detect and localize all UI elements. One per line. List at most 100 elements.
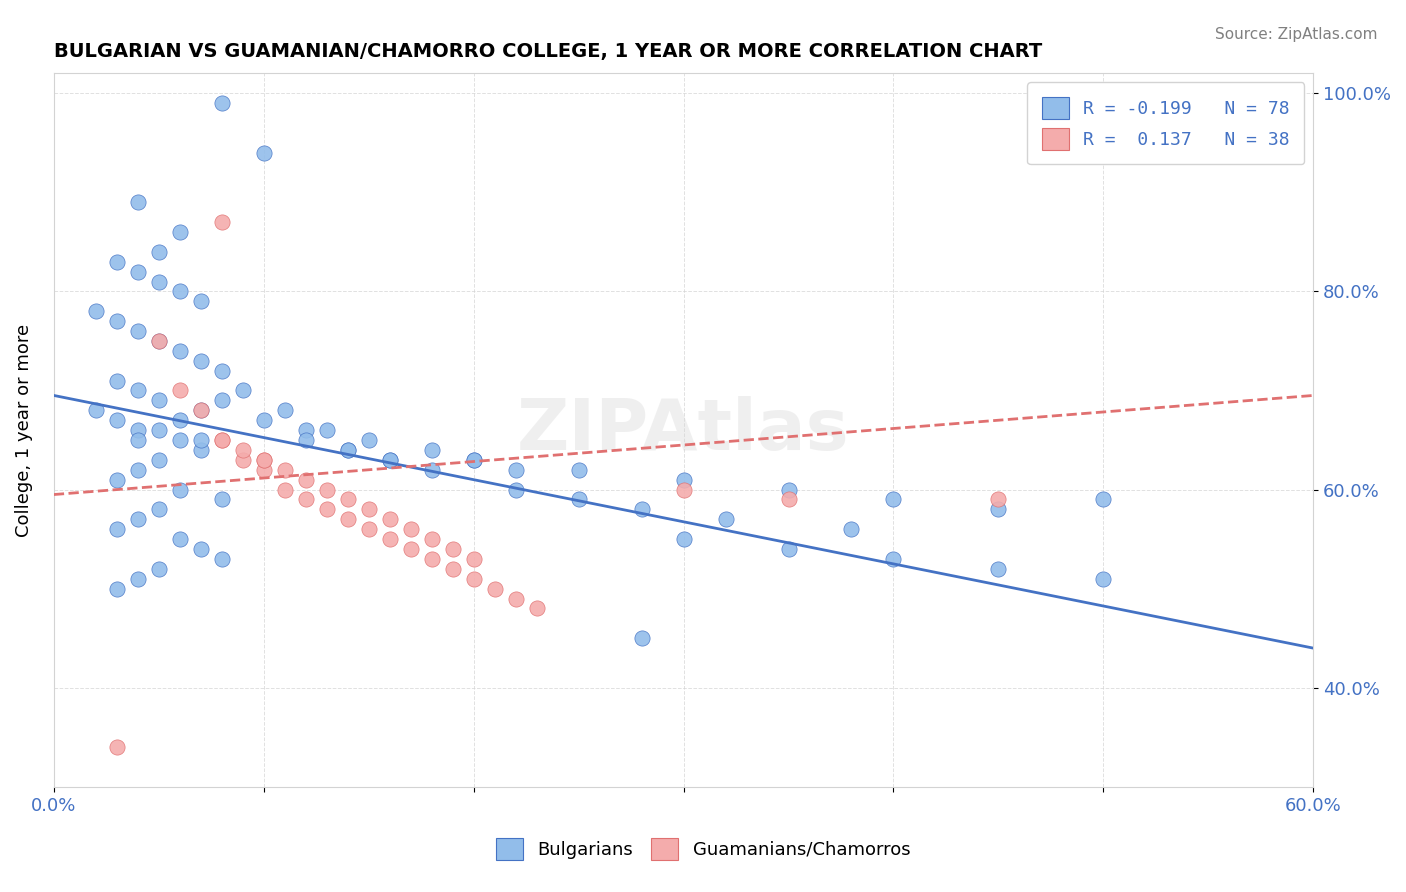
- Point: [105, 582, 128, 596]
- Text: Source: ZipAtlas.com: Source: ZipAtlas.com: [1215, 27, 1378, 42]
- Point: [211, 492, 233, 507]
- Point: [463, 453, 485, 467]
- Point: [778, 542, 800, 557]
- Point: [399, 522, 422, 536]
- Point: [778, 492, 800, 507]
- Point: [463, 572, 485, 586]
- Point: [1092, 572, 1115, 586]
- Point: [1092, 492, 1115, 507]
- Point: [127, 463, 149, 477]
- Point: [420, 463, 443, 477]
- Point: [105, 413, 128, 427]
- Point: [169, 413, 191, 427]
- Point: [169, 532, 191, 546]
- Point: [630, 502, 652, 516]
- Point: [211, 433, 233, 447]
- Point: [378, 453, 401, 467]
- Point: [672, 473, 695, 487]
- Point: [463, 453, 485, 467]
- Point: [294, 473, 316, 487]
- Point: [148, 275, 170, 289]
- Text: BULGARIAN VS GUAMANIAN/CHAMORRO COLLEGE, 1 YEAR OR MORE CORRELATION CHART: BULGARIAN VS GUAMANIAN/CHAMORRO COLLEGE,…: [53, 42, 1042, 61]
- Point: [84, 304, 107, 318]
- Point: [211, 393, 233, 408]
- Point: [127, 512, 149, 526]
- Point: [630, 631, 652, 645]
- Point: [169, 433, 191, 447]
- Point: [336, 512, 359, 526]
- Point: [294, 433, 316, 447]
- Point: [211, 433, 233, 447]
- Point: [169, 384, 191, 398]
- Point: [105, 254, 128, 268]
- Point: [357, 433, 380, 447]
- Point: [232, 442, 254, 457]
- Point: [169, 483, 191, 497]
- Legend: R = -0.199   N = 78, R =  0.137   N = 38: R = -0.199 N = 78, R = 0.137 N = 38: [1028, 82, 1305, 164]
- Point: [399, 542, 422, 557]
- Point: [441, 562, 464, 576]
- Point: [274, 403, 297, 417]
- Point: [987, 562, 1010, 576]
- Point: [169, 225, 191, 239]
- Point: [315, 502, 337, 516]
- Point: [420, 552, 443, 566]
- Point: [211, 215, 233, 229]
- Point: [127, 324, 149, 338]
- Point: [190, 353, 212, 368]
- Point: [190, 433, 212, 447]
- Point: [190, 294, 212, 309]
- Point: [484, 582, 506, 596]
- Point: [148, 334, 170, 348]
- Point: [336, 442, 359, 457]
- Point: [336, 442, 359, 457]
- Point: [253, 145, 276, 160]
- Point: [568, 492, 591, 507]
- Point: [253, 463, 276, 477]
- Point: [190, 442, 212, 457]
- Point: [190, 403, 212, 417]
- Point: [253, 453, 276, 467]
- Point: [127, 423, 149, 437]
- Point: [987, 492, 1010, 507]
- Point: [169, 285, 191, 299]
- Point: [127, 433, 149, 447]
- Point: [253, 413, 276, 427]
- Point: [841, 522, 863, 536]
- Point: [441, 542, 464, 557]
- Point: [274, 463, 297, 477]
- Point: [211, 364, 233, 378]
- Point: [190, 542, 212, 557]
- Point: [420, 532, 443, 546]
- Point: [148, 334, 170, 348]
- Point: [105, 522, 128, 536]
- Point: [148, 423, 170, 437]
- Point: [357, 522, 380, 536]
- Point: [105, 374, 128, 388]
- Point: [105, 740, 128, 755]
- Point: [882, 492, 904, 507]
- Text: ZIPAtlas: ZIPAtlas: [517, 396, 849, 465]
- Point: [568, 463, 591, 477]
- Point: [127, 384, 149, 398]
- Point: [778, 483, 800, 497]
- Point: [463, 552, 485, 566]
- Point: [378, 532, 401, 546]
- Point: [987, 502, 1010, 516]
- Point: [274, 483, 297, 497]
- Point: [420, 442, 443, 457]
- Point: [315, 483, 337, 497]
- Point: [357, 502, 380, 516]
- Point: [211, 552, 233, 566]
- Point: [148, 393, 170, 408]
- Point: [148, 244, 170, 259]
- Point: [127, 195, 149, 210]
- Point: [148, 453, 170, 467]
- Point: [84, 403, 107, 417]
- Point: [882, 552, 904, 566]
- Point: [232, 384, 254, 398]
- Point: [378, 453, 401, 467]
- Point: [672, 532, 695, 546]
- Point: [505, 591, 527, 606]
- Point: [526, 601, 548, 615]
